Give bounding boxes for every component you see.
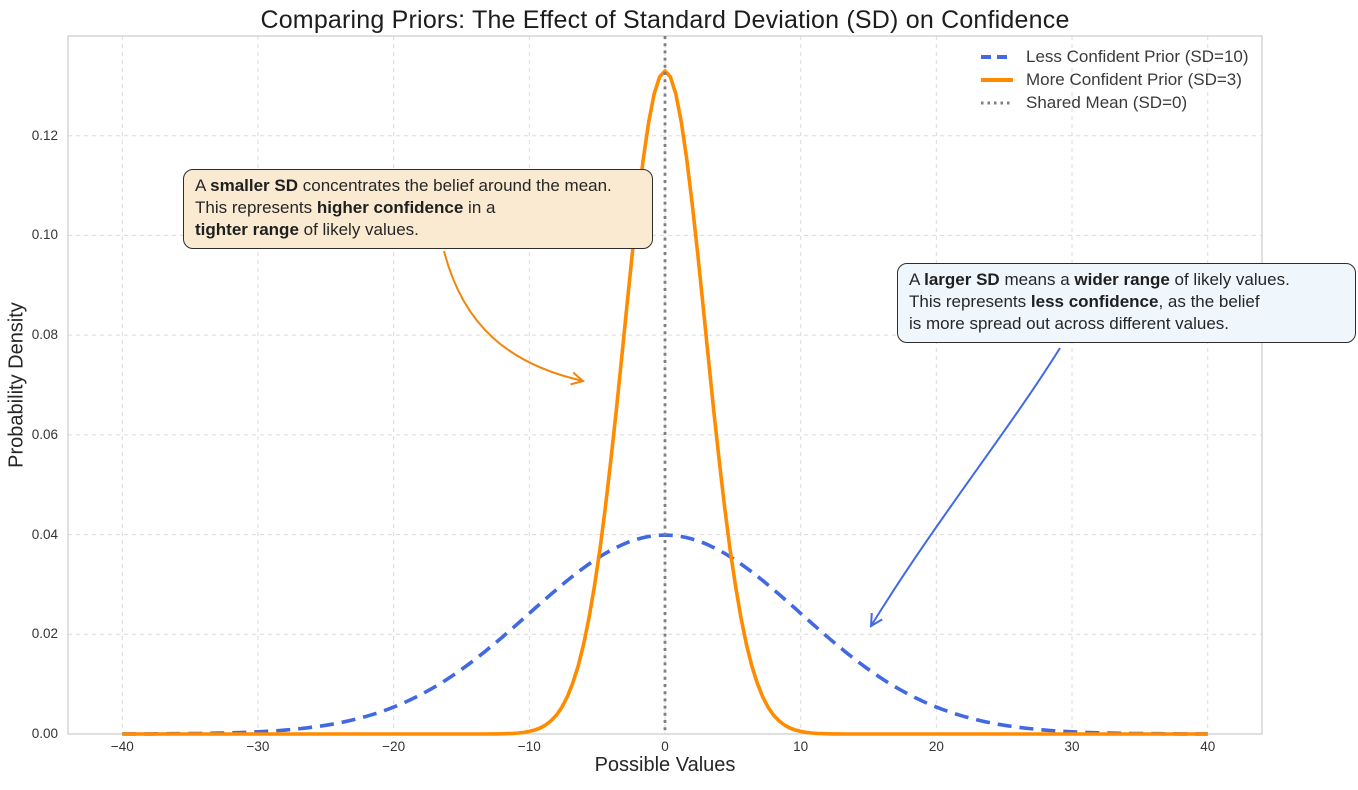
y-tick-label: 0.06 [31,426,58,442]
chart-title: Comparing Priors: The Effect of Standard… [260,6,1070,34]
legend-label-shared-mean: Shared Mean (SD=0) [1026,93,1188,112]
legend-label-less-confident-prior: Less Confident Prior (SD=10) [1026,47,1249,66]
x-tick-label: 20 [928,739,944,754]
x-tick-label: 0 [661,739,669,754]
y-tick-label: 0.12 [31,127,58,143]
y-tick-label: 0.10 [31,227,58,243]
x-tick-label: −10 [517,739,541,754]
legend-item-less-confident-prior: Less Confident Prior (SD=10) [980,47,1249,66]
x-tick-label: −20 [382,739,406,754]
legend-label-more-confident-prior: More Confident Prior (SD=3) [1026,70,1242,89]
curve-more-confident-prior [122,69,1208,736]
y-tick-label: 0.04 [31,526,58,542]
x-axis-label: Possible Values [594,754,736,776]
y-tick-label: 0.00 [31,726,58,741]
x-tick-label: 30 [1064,739,1080,754]
legend-sample-dashed-line-icon [981,55,1013,59]
x-tick-label: −40 [110,739,134,754]
legend: Less Confident Prior (SD=10) More Confid… [980,47,1249,112]
x-tick-label: 10 [793,739,809,754]
annotation-larger-sd: A larger SD means a wider range of likel… [897,263,1356,343]
legend-item-more-confident-prior: More Confident Prior (SD=3) [980,70,1249,89]
y-tick-label: 0.08 [31,327,58,343]
arrow-to-narrow-curve [443,250,586,386]
arrow-to-wide-curve [869,347,1061,628]
y-tick-label: 0.02 [31,626,58,642]
x-tick-label: 40 [1200,739,1216,754]
legend-sample-dotted-line-icon [981,101,1013,105]
annotation-smaller-sd: A smaller SD concentrates the belief aro… [183,169,653,249]
x-tick-label: −30 [246,739,270,754]
legend-item-shared-mean: Shared Mean (SD=0) [980,93,1249,112]
legend-sample-solid-line-icon [981,78,1013,82]
